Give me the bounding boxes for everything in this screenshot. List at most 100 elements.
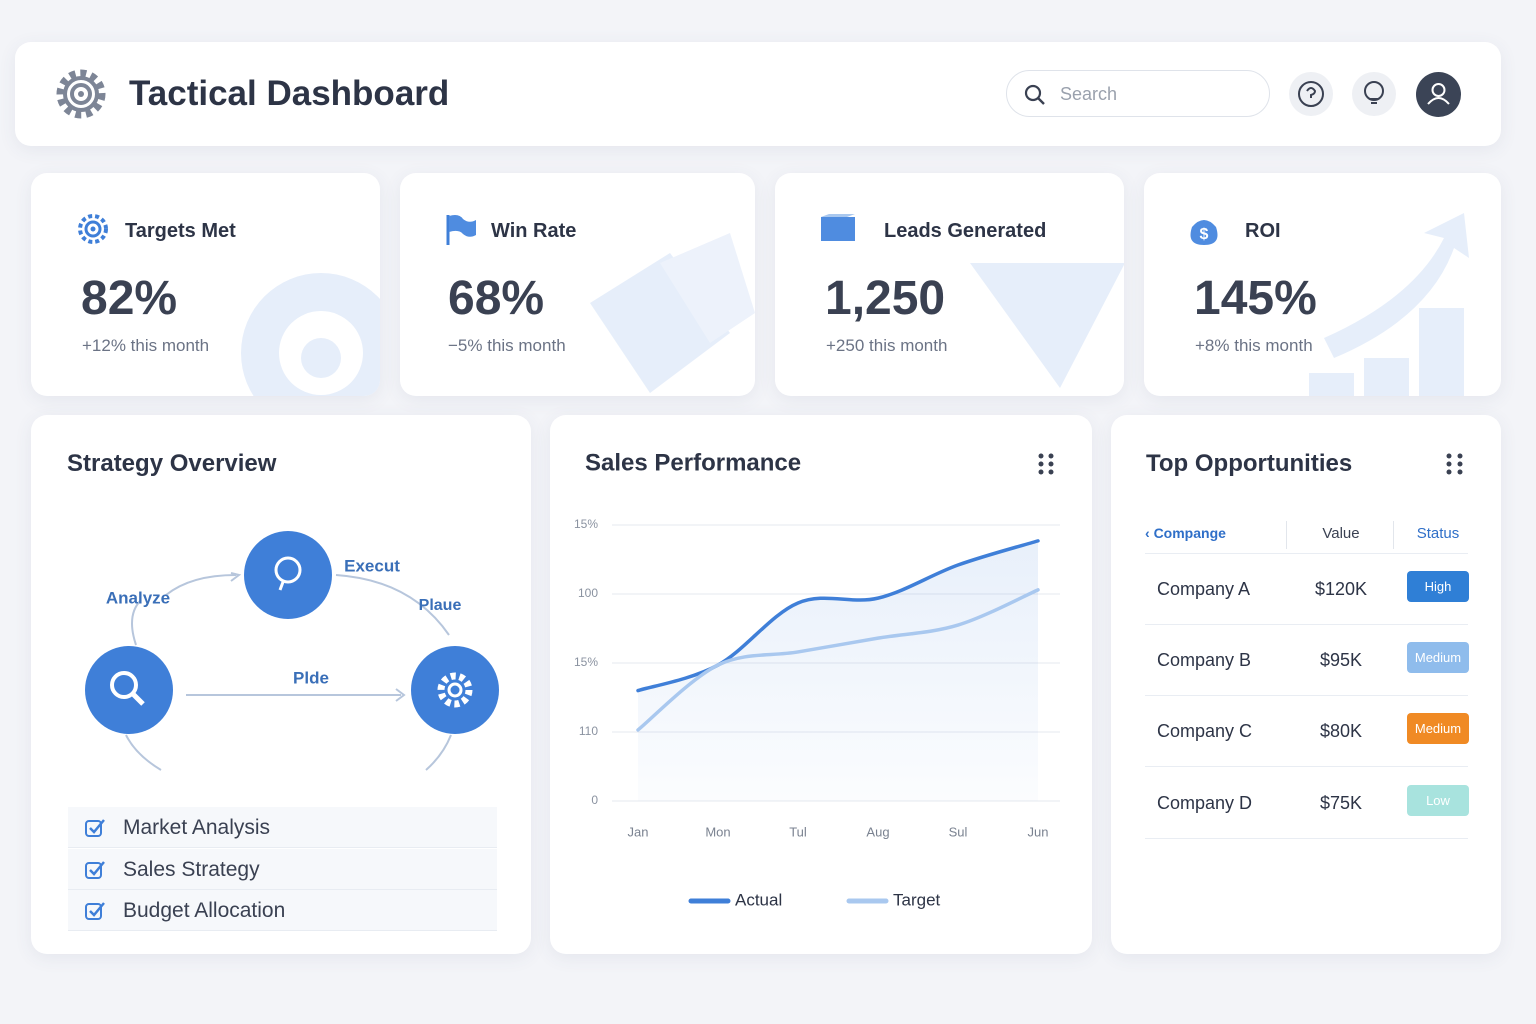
checklist-text: Sales Strategy [123,858,260,881]
kpi-card: Win Rate 68% −5% this month [400,173,755,396]
divider [1286,521,1287,549]
status-badge: Medium [1407,642,1469,673]
check-icon [85,861,105,879]
status-badge: Medium [1407,713,1469,744]
deal-value: $75K [1319,793,1363,813]
deal-value: $80K [1319,721,1363,741]
sales-panel: Sales Performance 0 110 15% 100 15% Jan Mon Tul… [550,415,1092,954]
company-name: Company D [1157,793,1253,813]
status-badge: High [1407,571,1469,602]
kpi-icon [78,214,108,244]
kpi-icon: $ [1190,220,1218,245]
kpi-change: −5% this month [448,336,566,355]
kpi-title: ROI [1245,220,1281,242]
kpi-change: +250 this month [826,336,948,355]
diagram-connectors [125,572,452,771]
kpi-decoration [241,273,380,396]
legend-label: Actual [735,890,782,909]
strategy-panel: Strategy Overview Analyze Execut Plaue P… [31,415,531,954]
series-line [636,588,1040,732]
kpi-card: $ ROI 145% +8% this month [1144,173,1501,396]
kpi-title: Targets Met [125,220,236,242]
check-icon [85,902,105,920]
kpi-value: 145% [1194,272,1317,325]
kpi-icon [821,214,855,241]
search-icon [1024,84,1045,105]
panel-title: Top Opportunities [1146,450,1353,477]
checklist-item: Sales Strategy [68,849,497,890]
kpi-change: +8% this month [1195,336,1313,355]
help-button[interactable] [1289,72,1333,116]
table-header: ‹ Compange Value Status [1145,515,1468,554]
company-name: Company A [1157,579,1251,599]
kpi-change: +12% this month [82,336,210,355]
table-row[interactable]: Company D $75K Low [1145,767,1469,839]
logo [56,69,106,119]
kpi-icon [446,215,476,245]
x-tick-label: Tul [789,824,807,839]
checklist-text: Market Analysis [123,816,271,839]
deal-value: $95K [1319,650,1363,670]
header: Tactical Dashboard Search [15,42,1501,146]
series-area [638,540,1038,801]
search-box[interactable]: Search [1006,70,1270,117]
kpi-title: Win Rate [491,220,577,242]
company-name: Company B [1157,650,1252,670]
y-tick-label: 15% [574,655,598,669]
help-icon [1298,81,1324,107]
status-badge: Low [1407,785,1469,816]
panel-title: Strategy Overview [67,450,277,477]
kpi-card: Targets Met 82% +12% this month [31,173,380,396]
y-tick-label: 0 [591,793,598,807]
legend-label: Target [893,890,941,909]
menu-button[interactable] [1445,453,1465,477]
table-row[interactable]: Company C $80K Medium [1145,695,1469,767]
node-label: Plaue [419,597,462,614]
checklist-text: Budget Allocation [123,899,286,922]
x-tick-label: Jun [1028,824,1049,839]
svg-text:$: $ [1200,226,1209,243]
kpi-title: Leads Generated [884,220,1047,242]
company-name: Company C [1157,721,1253,741]
node-label: Plde [293,668,329,687]
kpi-value: 1,250 [825,272,946,325]
menu-button[interactable] [1038,453,1054,475]
node-label: Execut [344,556,400,575]
deal-value: $120K [1314,579,1368,599]
column-header: Value [1322,525,1360,542]
x-tick-label: Mon [705,824,730,839]
node-label: Analyze [106,588,170,607]
y-tick-label: 100 [578,586,598,600]
check-icon [85,819,105,837]
x-tick-label: Sul [949,824,968,839]
table-row[interactable]: Company A $120K High [1145,553,1469,625]
kpi-decoration [1309,213,1469,396]
line-chart: Sales Performance 0 110 15% 100 15% Jan Mon Tul… [574,449,1060,909]
kpi-value: 82% [81,272,178,325]
table-row[interactable]: Company B $95K Medium [1145,624,1469,696]
execute-node [244,531,332,619]
user-icon [1427,83,1450,105]
kpi-decoration [590,233,755,393]
ideas-button[interactable] [1352,72,1396,116]
x-tick-label: Aug [866,824,889,839]
divider [1393,521,1394,549]
checklist-item: Market Analysis [68,807,497,848]
page-title: Tactical Dashboard [129,74,450,113]
kpi-card: Leads Generated 1,250 +250 this month [775,173,1124,396]
profile-button[interactable] [1416,72,1461,117]
kpi-decoration [970,263,1124,388]
y-tick-label: 110 [579,724,598,738]
opportunities-panel: Top Opportunities ‹ Compange Value Statu… [1111,415,1501,954]
column-header: Status [1416,525,1460,542]
analyze-node [85,646,173,734]
column-header[interactable]: ‹ Compange [1145,525,1226,541]
column-header-text: Compange [1153,525,1226,541]
chart-title: Sales Performance [585,449,801,476]
search-placeholder: Search [1060,84,1118,104]
checklist-item: Budget Allocation [68,890,497,931]
strategy-diagram: Analyze Execut Plaue Plde [85,531,499,771]
x-tick-label: Jan [628,824,649,839]
